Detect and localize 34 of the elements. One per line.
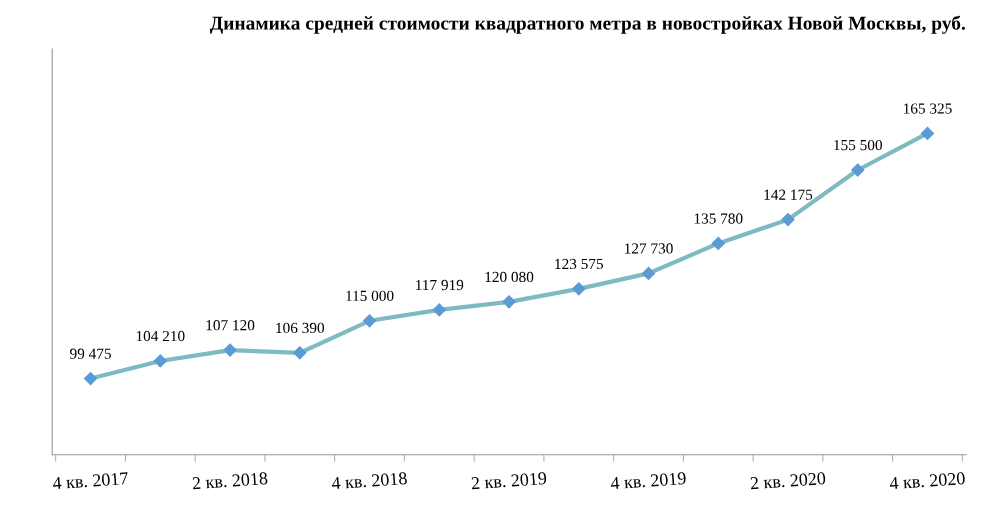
data-label: 106 390	[276, 322, 325, 334]
point	[711, 236, 725, 251]
x-tick-label: 4 кв. 2020	[889, 472, 966, 490]
data-label: 107 120	[206, 320, 255, 331]
data-label: 135 780	[694, 213, 743, 224]
point	[920, 126, 935, 141]
x-tick-label: 2 кв. 2019	[471, 472, 547, 490]
chart-title: Динамика средней стоимости квадратного метра в новостройках Новой Москвы, руб.	[209, 15, 965, 34]
data-label: 104 210	[136, 330, 185, 342]
x-tick-label: 4 кв. 2018	[331, 472, 408, 490]
point	[502, 295, 516, 309]
data-label: 99 475	[70, 348, 111, 359]
data-label: 127 730	[625, 243, 673, 254]
point	[153, 354, 167, 368]
point	[641, 266, 656, 280]
point	[572, 282, 586, 296]
data-label: 120 080	[485, 271, 534, 283]
point	[362, 314, 377, 328]
point	[83, 371, 98, 386]
x-tick-label: 2 кв. 2018	[192, 472, 268, 490]
x-tick-label: 4 кв. 2017	[52, 472, 129, 490]
data-label: 123 575	[555, 258, 603, 270]
point	[851, 163, 865, 177]
x-tick-label: 2 кв. 2020	[750, 472, 826, 490]
point	[293, 346, 307, 360]
data-label: 117 919	[416, 279, 464, 291]
data-label: 155 500	[834, 139, 882, 151]
data-label: 115 000	[346, 290, 394, 302]
data-label: 142 175	[764, 189, 813, 200]
point	[781, 213, 795, 227]
point	[223, 343, 237, 357]
data-label: 165 325	[904, 103, 952, 114]
x-tick-label: 4 кв. 2019	[610, 472, 686, 490]
point	[432, 303, 446, 317]
